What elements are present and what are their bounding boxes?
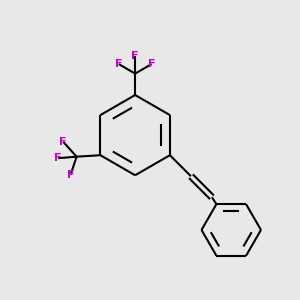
Text: F: F xyxy=(54,153,62,163)
Text: F: F xyxy=(59,137,67,147)
Text: F: F xyxy=(67,169,74,179)
Text: F: F xyxy=(148,59,155,69)
Text: F: F xyxy=(115,59,122,69)
Text: F: F xyxy=(131,51,139,61)
